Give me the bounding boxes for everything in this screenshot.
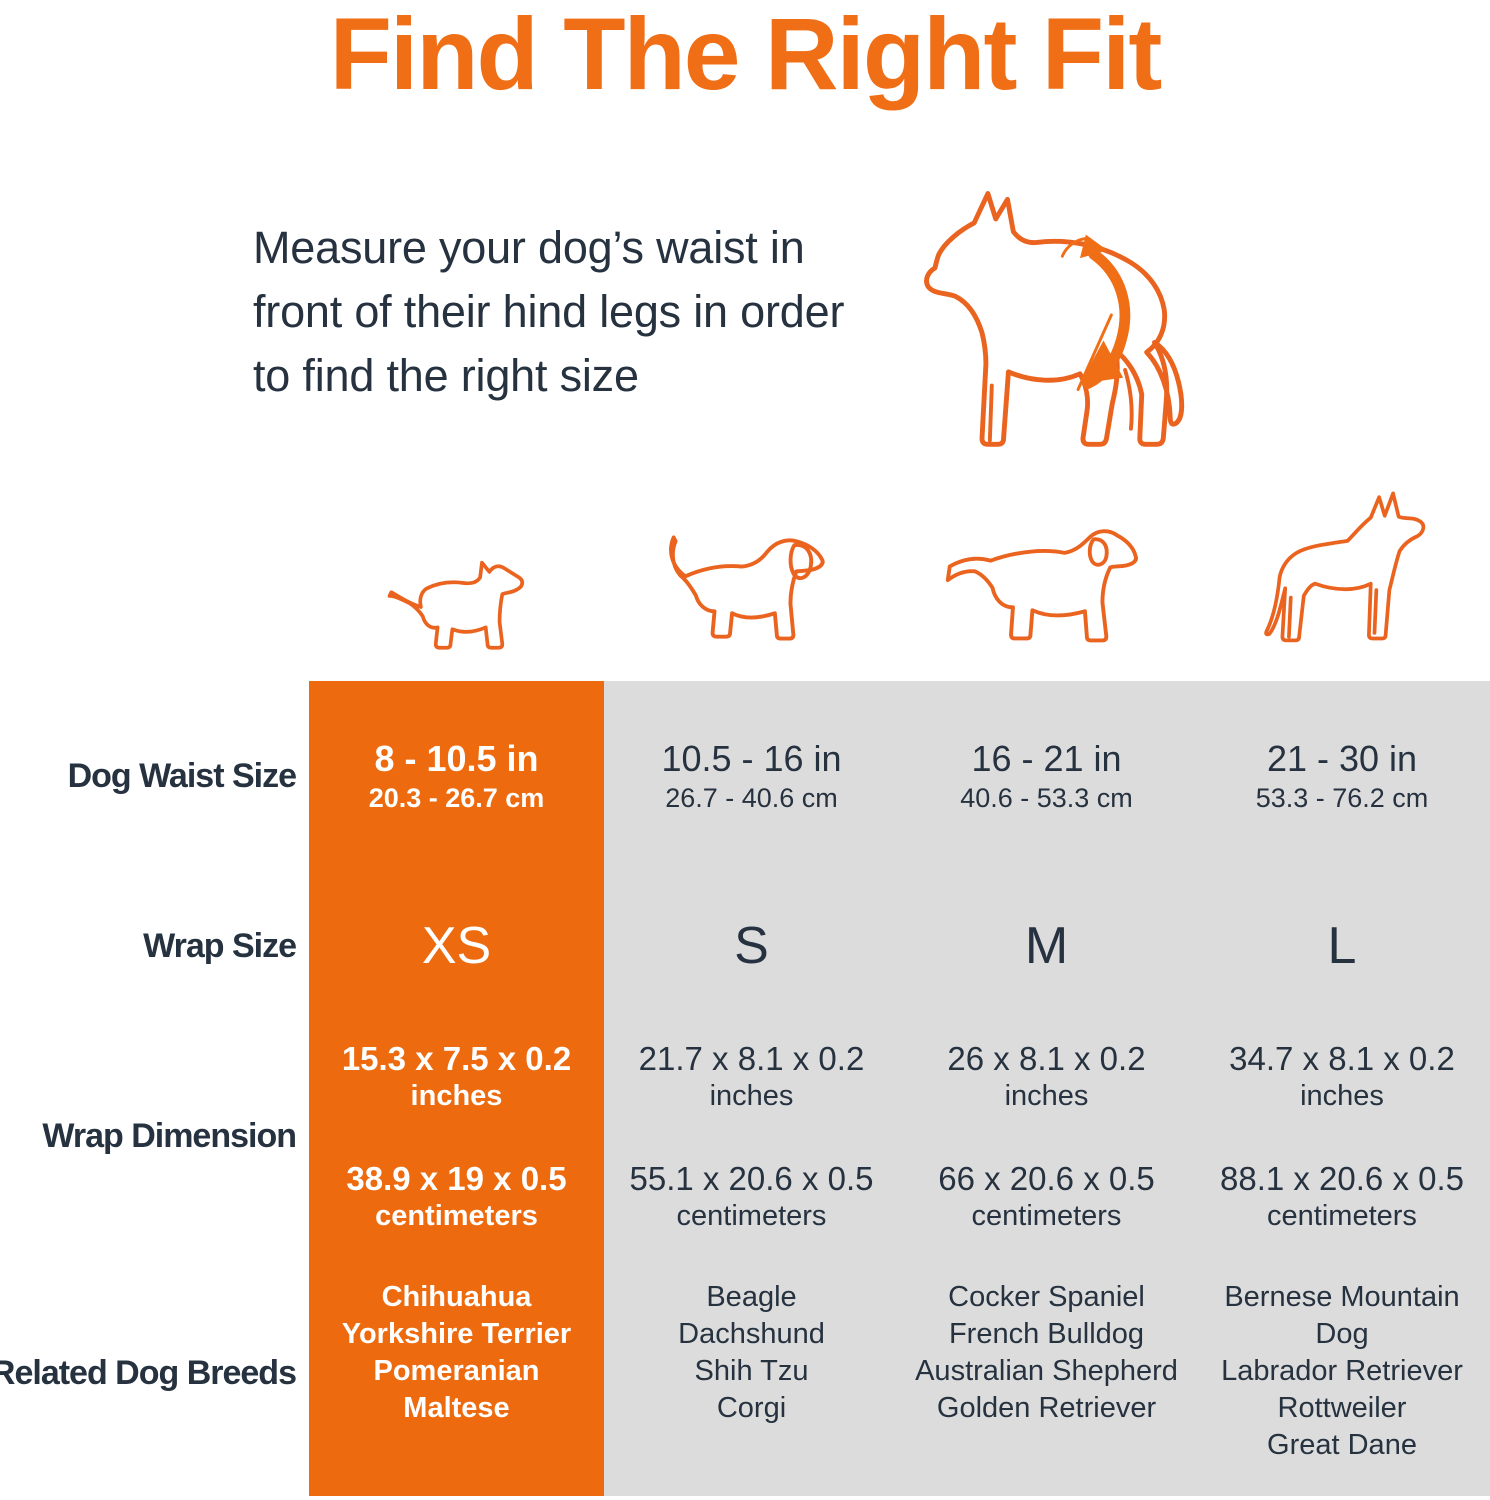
breed-item: Pomeranian — [373, 1355, 540, 1387]
breeds-cell-xs: Chihuahua Yorkshire Terrier Pomeranian M… — [309, 1251, 604, 1496]
waist-cm-xs: 20.3 - 26.7 cm — [368, 783, 545, 813]
size-letter-m: M — [1024, 917, 1069, 975]
waist-in-m: 16 - 21 in — [971, 738, 1122, 779]
breed-item: Labrador Retriever — [1221, 1355, 1463, 1387]
dim-cm-l: 88.1 x 20.6 x 0.5 — [1219, 1160, 1464, 1197]
dog-l-icon — [1264, 491, 1426, 643]
size-letter-l: L — [1327, 917, 1357, 975]
breed-item: French Bulldog — [948, 1318, 1145, 1350]
row-label-related-dog-breeds: Related Dog Breeds — [0, 1251, 309, 1496]
dimension-cell-l: 34.7 x 8.1 x 0.2 inches 88.1 x 20.6 x 0.… — [1194, 1021, 1490, 1251]
breeds-cell-s: Beagle Dachshund Shih Tzu Corgi — [604, 1251, 899, 1496]
dim-inches-xs: 15.3 x 7.5 x 0.2 — [341, 1040, 572, 1077]
measuring-dog-icon — [924, 191, 1185, 447]
breed-item: Yorkshire Terrier — [341, 1318, 572, 1350]
breeds-cell-l: Bernese Mountain Dog Labrador Retriever … — [1194, 1251, 1490, 1496]
breed-item: Cocker Spaniel — [948, 1281, 1145, 1313]
breed-item: Shih Tzu — [694, 1355, 809, 1387]
waist-cm-l: 53.3 - 76.2 cm — [1255, 783, 1429, 813]
waist-in-l: 21 - 30 in — [1266, 738, 1418, 779]
row-label-dog-waist-size: Dog Waist Size — [0, 681, 309, 871]
dim-cm-unit-s: centimeters — [676, 1200, 827, 1232]
dim-cm-m: 66 x 20.6 x 0.5 — [938, 1160, 1155, 1197]
breeds-cell-m: Cocker Spaniel French Bulldog Australian… — [899, 1251, 1194, 1496]
waist-cm-m: 40.6 - 53.3 cm — [960, 783, 1133, 813]
dim-cm-xs: 38.9 x 19 x 0.5 — [346, 1160, 567, 1197]
breed-item: Beagle — [706, 1281, 797, 1313]
breed-item: Chihuahua — [381, 1281, 532, 1313]
size-letter-s: S — [734, 917, 769, 975]
dog-xs-icon — [387, 560, 525, 650]
breed-item: Maltese — [403, 1392, 510, 1424]
dim-inches-unit-m: inches — [1004, 1080, 1089, 1112]
dimension-cell-m: 26 x 8.1 x 0.2 inches 66 x 20.6 x 0.5 ce… — [899, 1021, 1194, 1251]
row-label-wrap-dimension: Wrap Dimension — [0, 1021, 309, 1251]
measure-instructions: Measure your dog’s waist in front of the… — [253, 222, 845, 401]
breed-item: Australian Shepherd — [915, 1355, 1178, 1387]
dim-inches-unit-xs: inches — [410, 1080, 503, 1112]
size-letter-xs: XS — [421, 917, 492, 975]
waist-cm-s: 26.7 - 40.6 cm — [665, 783, 838, 813]
waist-in-s: 10.5 - 16 in — [661, 738, 842, 779]
dimension-cell-s: 21.7 x 8.1 x 0.2 inches 55.1 x 20.6 x 0.… — [604, 1021, 899, 1251]
waist-cell-s: 10.5 - 16 in 26.7 - 40.6 cm — [604, 681, 899, 871]
breed-item: Corgi — [716, 1392, 787, 1424]
waist-cell-xs: 8 - 10.5 in 20.3 - 26.7 cm — [309, 681, 604, 871]
breed-item: Dachshund — [678, 1318, 825, 1350]
size-cell-xs: XS — [309, 871, 604, 1021]
size-cell-m: M — [899, 871, 1194, 1021]
size-cell-s: S — [604, 871, 899, 1021]
dim-cm-unit-m: centimeters — [971, 1200, 1122, 1232]
breed-item: Great Dane — [1267, 1429, 1417, 1461]
dim-inches-l: 34.7 x 8.1 x 0.2 — [1229, 1040, 1455, 1077]
dim-cm-s: 55.1 x 20.6 x 0.5 — [629, 1160, 874, 1197]
size-table: Dog Waist Size 8 - 10.5 in 20.3 - 26.7 c… — [0, 681, 1490, 1496]
breed-item: Golden Retriever — [936, 1392, 1157, 1424]
size-cell-l: L — [1194, 871, 1490, 1021]
waist-cell-l: 21 - 30 in 53.3 - 76.2 cm — [1194, 681, 1490, 871]
waist-in-xs: 8 - 10.5 in — [374, 738, 539, 779]
dim-cm-unit-xs: centimeters — [375, 1200, 538, 1232]
dim-inches-unit-s: inches — [709, 1080, 794, 1112]
dog-s-icon — [669, 535, 825, 641]
breed-item: Bernese Mountain Dog — [1224, 1281, 1460, 1350]
row-label-wrap-size: Wrap Size — [0, 871, 309, 1021]
dog-m-icon — [945, 529, 1138, 643]
dim-inches-m: 26 x 8.1 x 0.2 — [947, 1040, 1146, 1077]
page-title: Find The Right Fit — [329, 0, 1163, 111]
dimension-cell-xs: 15.3 x 7.5 x 0.2 inches 38.9 x 19 x 0.5 … — [309, 1021, 604, 1251]
waist-cell-m: 16 - 21 in 40.6 - 53.3 cm — [899, 681, 1194, 871]
dim-inches-unit-l: inches — [1300, 1080, 1384, 1112]
dim-cm-unit-l: centimeters — [1267, 1200, 1417, 1232]
breed-item: Rottweiler — [1277, 1392, 1407, 1424]
dim-inches-s: 21.7 x 8.1 x 0.2 — [638, 1040, 865, 1077]
